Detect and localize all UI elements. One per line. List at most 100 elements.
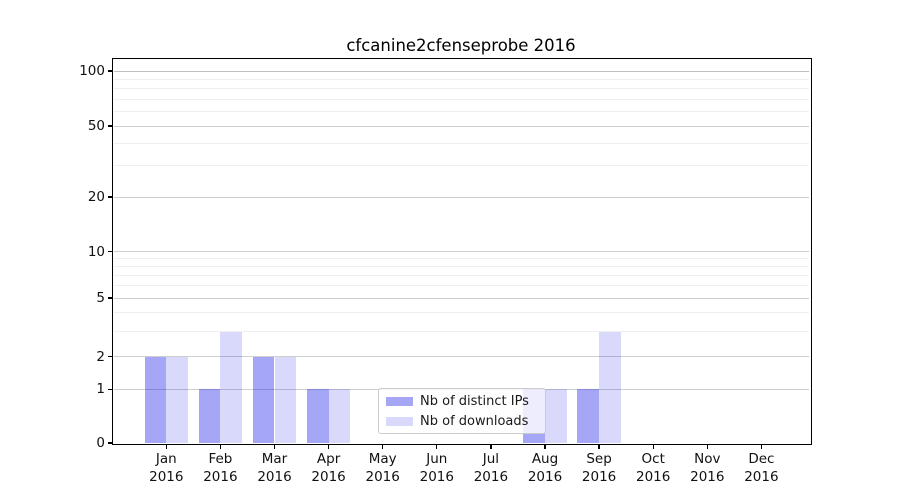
minor-gridline-6 xyxy=(114,285,809,287)
bar-downloads-aug xyxy=(545,389,567,443)
x-tick-month: Apr xyxy=(316,451,341,467)
bar-distinct-ips-jan xyxy=(144,356,167,443)
x-tick-label-may: May 2016 xyxy=(341,451,425,486)
minor-gridline-30 xyxy=(114,165,809,167)
x-tick-month: Mar xyxy=(261,451,288,467)
major-gridline-2 xyxy=(114,356,809,357)
x-tick-year: 2016 xyxy=(527,468,563,485)
major-gridline-5 xyxy=(114,297,809,299)
major-gridline-50 xyxy=(114,125,809,127)
legend-label-distinct-ips: Nb of distinct IPs xyxy=(420,393,529,409)
legend-swatch-distinct-ips xyxy=(386,396,413,406)
x-tick-month: Sep xyxy=(586,451,612,467)
y-tick-100 xyxy=(107,70,113,72)
y-tick-label-1: 1 xyxy=(96,381,105,398)
y-tick-50 xyxy=(107,125,113,127)
x-tick-label-oct: Oct 2016 xyxy=(611,451,695,486)
x-tick-year: 2016 xyxy=(149,468,184,485)
x-tick-oct xyxy=(652,443,654,449)
y-tick-20 xyxy=(107,196,113,198)
x-tick-month: Jun xyxy=(426,451,448,467)
major-gridline-100 xyxy=(114,70,809,72)
x-tick-label-apr: Apr 2016 xyxy=(287,451,371,486)
x-tick-year: 2016 xyxy=(365,468,400,485)
x-tick-year: 2016 xyxy=(419,468,454,485)
x-tick-year: 2016 xyxy=(311,468,346,485)
x-tick-label-mar: Mar 2016 xyxy=(233,451,317,486)
bar-downloads-jan xyxy=(166,356,188,443)
y-tick-label-20: 20 xyxy=(87,189,105,205)
y-tick-10 xyxy=(107,250,113,253)
y-tick-1 xyxy=(107,388,113,390)
x-tick-feb xyxy=(219,443,222,449)
minor-gridline-3 xyxy=(114,331,809,332)
x-tick-label-jan: Jan 2016 xyxy=(124,451,208,486)
x-tick-month: May xyxy=(368,451,397,467)
bar-downloads-mar xyxy=(274,356,297,443)
bar-distinct-ips-mar xyxy=(252,356,275,443)
y-tick-label-5: 5 xyxy=(96,290,105,306)
minor-gridline-40 xyxy=(114,142,809,144)
x-tick-label-feb: Feb 2016 xyxy=(178,451,262,486)
x-tick-month: Feb xyxy=(208,451,233,467)
y-tick-label-2: 2 xyxy=(96,348,105,365)
x-tick-year: 2016 xyxy=(257,468,292,485)
x-tick-year: 2016 xyxy=(473,468,509,485)
x-tick-label-sep: Sep 2016 xyxy=(557,451,641,486)
x-tick-year: 2016 xyxy=(690,468,725,485)
y-tick-label-0: 0 xyxy=(96,435,105,451)
legend-swatch-downloads xyxy=(386,416,413,426)
x-tick-label-aug: Aug 2016 xyxy=(503,451,587,486)
x-tick-mar xyxy=(273,443,276,449)
plot-area xyxy=(111,58,812,445)
x-tick-month: Jul xyxy=(482,451,500,467)
x-tick-label-jun: Jun 2016 xyxy=(395,451,479,486)
legend: Nb of distinct IPs Nb of downloads xyxy=(378,388,546,434)
x-tick-jul xyxy=(490,443,492,449)
bar-distinct-ips-feb xyxy=(198,389,221,443)
bar-downloads-sep xyxy=(599,331,621,443)
minor-gridline-9 xyxy=(114,258,809,260)
x-tick-may xyxy=(382,443,384,449)
minor-gridline-80 xyxy=(114,88,809,90)
major-gridline-10 xyxy=(114,251,809,252)
bar-distinct-ips-apr xyxy=(306,389,329,443)
chart-title: cfcanine2cfenseprobe 2016 xyxy=(346,36,576,55)
x-tick-label-jul: Jul 2016 xyxy=(449,451,533,486)
x-tick-month: Oct xyxy=(641,451,665,467)
y-tick-label-10: 10 xyxy=(87,243,105,260)
x-tick-jun xyxy=(436,443,438,449)
y-tick-5 xyxy=(107,297,113,299)
x-tick-year: 2016 xyxy=(636,468,671,485)
x-tick-month: Dec xyxy=(748,451,775,467)
x-tick-sep xyxy=(598,443,600,449)
y-tick-2 xyxy=(107,355,113,358)
bar-distinct-ips-sep xyxy=(577,389,600,443)
y-tick-label-100: 100 xyxy=(79,63,105,79)
x-tick-label-nov: Nov 2016 xyxy=(665,451,749,486)
x-tick-jan xyxy=(165,443,167,449)
legend-label-downloads: Nb of downloads xyxy=(420,413,529,429)
bar-downloads-apr xyxy=(328,389,351,443)
minor-gridline-8 xyxy=(114,265,809,267)
legend-entry-distinct-ips: Nb of distinct IPs xyxy=(386,393,545,410)
bar-downloads-feb xyxy=(220,331,243,443)
minor-gridline-90 xyxy=(114,78,809,80)
x-tick-year: 2016 xyxy=(581,468,617,485)
y-tick-label-50: 50 xyxy=(87,118,105,134)
minor-gridline-60 xyxy=(114,111,809,113)
x-tick-month: Aug xyxy=(531,451,559,467)
x-tick-apr xyxy=(327,443,330,449)
legend-entry-downloads: Nb of downloads xyxy=(386,413,545,430)
minor-gridline-70 xyxy=(114,98,809,100)
minor-gridline-4 xyxy=(114,312,809,313)
minor-gridline-7 xyxy=(114,274,809,276)
x-tick-nov xyxy=(706,443,708,449)
major-gridline-20 xyxy=(114,196,809,198)
x-tick-year: 2016 xyxy=(203,468,238,485)
x-tick-year: 2016 xyxy=(744,468,779,485)
y-tick-0 xyxy=(107,442,113,444)
x-tick-month: Nov xyxy=(694,451,721,467)
x-tick-aug xyxy=(544,443,546,449)
